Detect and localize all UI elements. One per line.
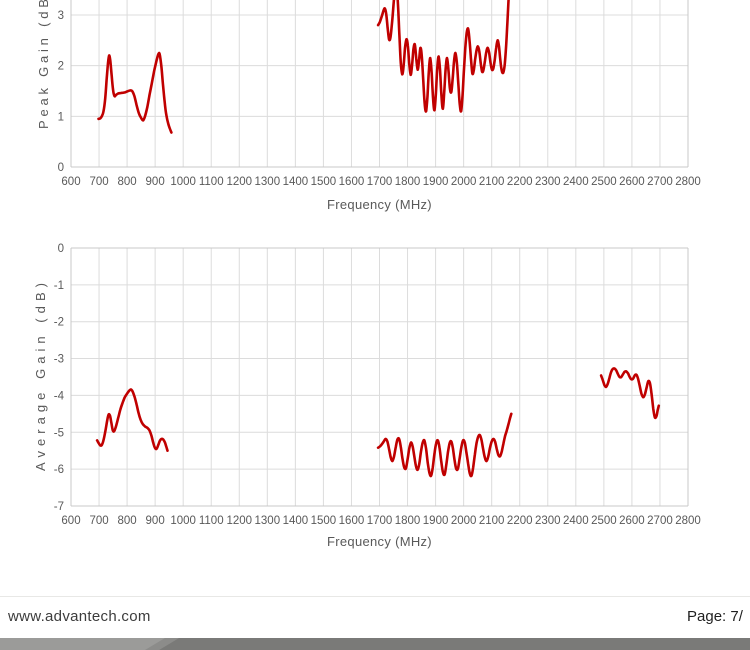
footer-bar-dark-segment: [159, 638, 750, 650]
average-gain-xtick-label: 1900: [423, 515, 449, 527]
peak-gain-xtick-label: 1100: [199, 176, 224, 188]
footer-bar: [0, 638, 750, 650]
average-gain-xtick-label: 900: [146, 515, 165, 527]
peak-gain-xtick-label: 1400: [283, 176, 309, 188]
peak-gain-ytick-label: 1: [58, 111, 64, 123]
peak-gain-ytick-label: 0: [58, 162, 64, 174]
peak-gain-xaxis-title: Frequency (MHz): [327, 197, 432, 212]
peak-gain-yaxis-title: Peak Gain (dB): [36, 0, 51, 129]
footer-page-number: Page: 7/: [687, 608, 743, 625]
average-gain-ytick-label: -7: [54, 501, 64, 513]
footer-website-link[interactable]: www.advantech.com: [8, 608, 151, 625]
peak-gain-xtick-label: 2000: [451, 176, 477, 188]
average-gain-xtick-label: 2700: [647, 515, 673, 527]
peak-gain-xtick-label: 2100: [479, 176, 505, 188]
average-gain-xtick-label: 2600: [619, 515, 645, 527]
average-gain-xtick-label: 2200: [507, 515, 533, 527]
peak-gain-xtick-label: 800: [117, 176, 136, 188]
peak-gain-xtick-label: 2200: [507, 176, 533, 188]
average-gain-xtick-label: 1400: [283, 515, 309, 527]
average-gain-ytick-label: 0: [58, 243, 64, 255]
average-gain-xaxis-title: Frequency (MHz): [327, 534, 432, 549]
average-gain-xtick-label: 2500: [591, 515, 617, 527]
average-gain-ytick-label: -3: [54, 354, 64, 366]
average-gain-xtick-label: 1100: [199, 515, 224, 527]
peak-gain-ytick-label: 2: [58, 61, 64, 73]
peak-gain-xtick-label: 1300: [255, 176, 281, 188]
peak-gain-xtick-label: 1000: [170, 176, 196, 188]
peak-gain-xtick-label: 2500: [591, 176, 617, 188]
average-gain-xtick-label: 1700: [367, 515, 393, 527]
average-gain-xtick-label: 700: [89, 515, 108, 527]
peak-gain-xtick-label: 900: [146, 176, 165, 188]
peak-gain-xtick-label: 1600: [339, 176, 365, 188]
peak-gain-xtick-label: 2700: [647, 176, 673, 188]
peak-gain-xtick-label: 1700: [367, 176, 393, 188]
average-gain-xtick-label: 2300: [535, 515, 561, 527]
average-gain-xtick-label: 2400: [563, 515, 589, 527]
peak-gain-series-line: [376, 0, 510, 113]
average-gain-xtick-label: 2800: [675, 515, 701, 527]
average-gain-ytick-label: -5: [54, 427, 64, 439]
average-gain-xtick-label: 2100: [479, 515, 505, 527]
average-gain-xtick-label: 1200: [226, 515, 252, 527]
peak-gain-xtick-label: 700: [89, 176, 108, 188]
average-gain-yaxis-title: Average Gain (dB): [33, 283, 48, 471]
peak-gain-xtick-label: 2600: [619, 176, 645, 188]
average-gain-xtick-label: 800: [117, 515, 136, 527]
average-gain-ytick-label: -2: [54, 317, 64, 329]
average-gain-xtick-label: 600: [61, 515, 80, 527]
peak-gain-xtick-label: 2300: [535, 176, 561, 188]
peak-gain-xtick-label: 600: [61, 176, 80, 188]
peak-gain-series-line: [97, 51, 173, 134]
average-gain-xtick-label: 1500: [311, 515, 337, 527]
peak-gain-xtick-label: 1800: [395, 176, 421, 188]
peak-gain-xtick-label: 1500: [311, 176, 337, 188]
peak-gain-xtick-label: 2400: [563, 176, 589, 188]
peak-gain-xtick-label: 1200: [226, 176, 252, 188]
average-gain-xtick-label: 2000: [451, 515, 477, 527]
average-gain-xtick-label: 1000: [170, 515, 196, 527]
peak-gain-xtick-label: 1900: [423, 176, 449, 188]
average-gain-xtick-label: 1600: [339, 515, 365, 527]
average-gain-ytick-label: -4: [54, 390, 65, 402]
peak-gain-chart: 0 1 2 3 600 700 800 900 1000 1100 1200 1300 1400 1500…: [36, 0, 701, 212]
average-gain-ytick-label: -6: [54, 464, 64, 476]
average-gain-series-line: [599, 367, 661, 420]
average-gain-xtick-label: 1300: [255, 515, 281, 527]
peak-gain-xtick-label: 2800: [675, 176, 701, 188]
average-gain-series-line: [376, 412, 513, 478]
footer-divider: [0, 596, 750, 597]
peak-gain-ytick-label: 3: [58, 10, 64, 22]
average-gain-series-line: [95, 388, 169, 452]
average-gain-ytick-label: -1: [54, 280, 64, 292]
average-gain-xtick-label: 1800: [395, 515, 421, 527]
